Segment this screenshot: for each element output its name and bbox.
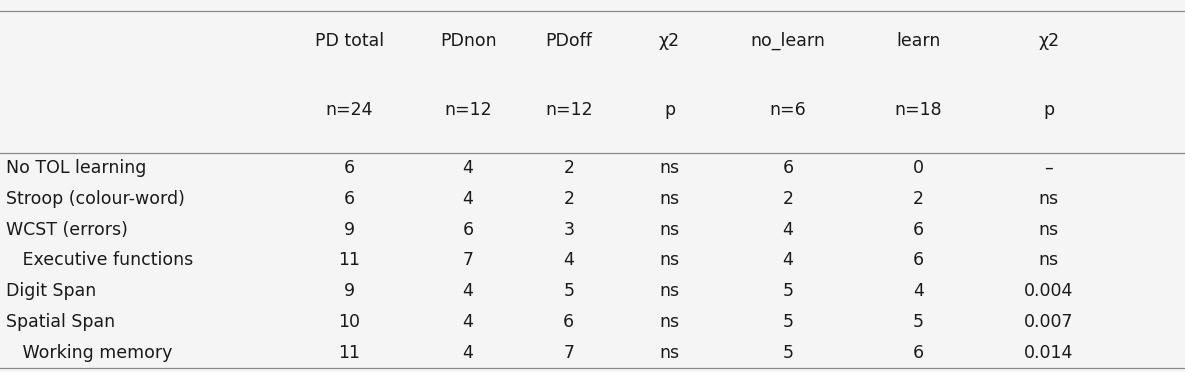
Text: learn: learn [896,32,941,50]
Text: ns: ns [660,313,679,331]
Text: 4: 4 [782,221,794,238]
Text: ns: ns [1039,190,1058,208]
Text: χ2: χ2 [1038,32,1059,50]
Text: 6: 6 [912,344,924,362]
Text: no_learn: no_learn [750,32,826,50]
Text: Spatial Span: Spatial Span [6,313,115,331]
Text: 2: 2 [912,190,924,208]
Text: 6: 6 [344,190,356,208]
Text: ns: ns [660,221,679,238]
Text: 5: 5 [782,313,794,331]
Text: 9: 9 [344,221,356,238]
Text: χ2: χ2 [659,32,680,50]
Text: 0: 0 [912,159,924,177]
Text: Stroop (colour-word): Stroop (colour-word) [6,190,185,208]
Text: 2: 2 [563,159,575,177]
Text: n=12: n=12 [444,101,492,119]
Text: 2: 2 [782,190,794,208]
Text: 11: 11 [339,251,360,269]
Text: 4: 4 [563,251,575,269]
Text: ns: ns [1039,221,1058,238]
Text: 4: 4 [782,251,794,269]
Text: 0.014: 0.014 [1024,344,1074,362]
Text: ns: ns [1039,251,1058,269]
Text: ns: ns [660,190,679,208]
Text: 5: 5 [563,282,575,300]
Text: 10: 10 [339,313,360,331]
Text: ns: ns [660,344,679,362]
Text: ns: ns [660,282,679,300]
Text: p: p [664,101,675,119]
Text: Executive functions: Executive functions [6,251,193,269]
Text: 3: 3 [563,221,575,238]
Text: Digit Span: Digit Span [6,282,96,300]
Text: 0.007: 0.007 [1024,313,1074,331]
Text: PDoff: PDoff [545,32,592,50]
Text: 7: 7 [462,251,474,269]
Text: n=18: n=18 [895,101,942,119]
Text: n=24: n=24 [326,101,373,119]
Text: No TOL learning: No TOL learning [6,159,146,177]
Text: 6: 6 [912,251,924,269]
Text: n=6: n=6 [769,101,807,119]
Text: 6: 6 [344,159,356,177]
Text: n=12: n=12 [545,101,592,119]
Text: 6: 6 [912,221,924,238]
Text: ns: ns [660,251,679,269]
Text: 4: 4 [462,344,474,362]
Text: 4: 4 [462,313,474,331]
Text: WCST (errors): WCST (errors) [6,221,128,238]
Text: Working memory: Working memory [6,344,172,362]
Text: 7: 7 [563,344,575,362]
Text: 4: 4 [462,190,474,208]
Text: 2: 2 [563,190,575,208]
Text: 5: 5 [912,313,924,331]
Text: 4: 4 [912,282,924,300]
Text: 5: 5 [782,282,794,300]
Text: 6: 6 [782,159,794,177]
Text: 4: 4 [462,159,474,177]
Text: 6: 6 [462,221,474,238]
Text: 5: 5 [782,344,794,362]
Text: 9: 9 [344,282,356,300]
Text: PD total: PD total [315,32,384,50]
Text: p: p [1043,101,1055,119]
Text: 11: 11 [339,344,360,362]
Text: 0.004: 0.004 [1024,282,1074,300]
Text: –: – [1044,159,1053,177]
Text: ns: ns [660,159,679,177]
Text: 4: 4 [462,282,474,300]
Text: 6: 6 [563,313,575,331]
Text: PDnon: PDnon [440,32,497,50]
